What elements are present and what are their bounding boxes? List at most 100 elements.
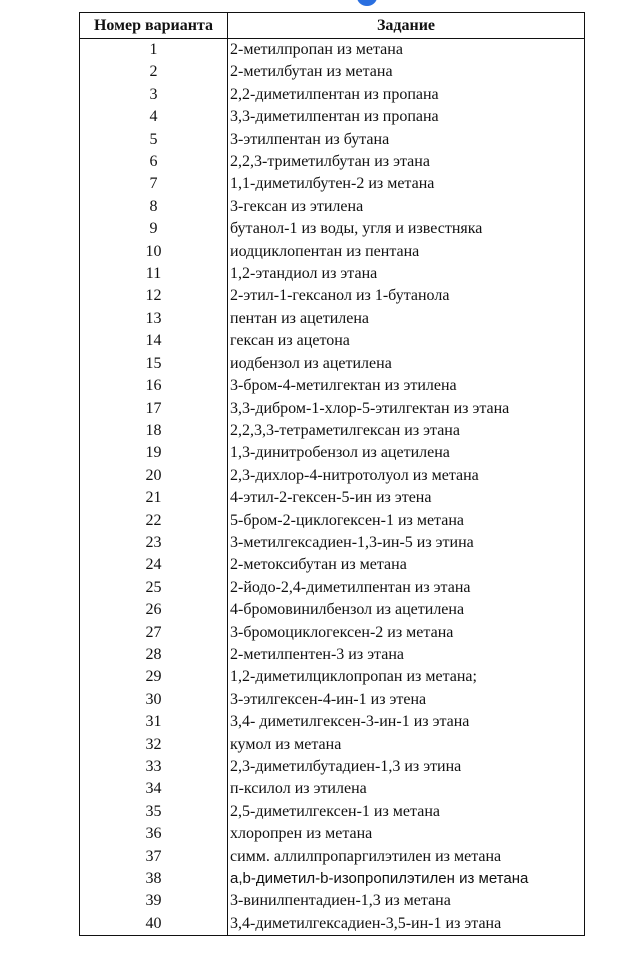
task-text: 2-йодо-2,4-диметилпентан из этана <box>227 576 585 600</box>
table-row: 35 2,5-диметилгексен-1 из метана <box>79 800 585 824</box>
variant-number: 35 <box>79 800 228 824</box>
table-row: 13 пентан из ацетилена <box>79 307 585 331</box>
variant-number: 27 <box>79 621 228 644</box>
task-text: 1,1-диметилбутен-2 из метана <box>227 173 585 196</box>
variant-number: 20 <box>79 464 228 488</box>
table-row: 30 3-этилгексен-4-ин-1 из этена <box>79 688 585 712</box>
task-text: гексан из ацетона <box>227 330 585 353</box>
table-row: 31 3,4- диметилгексен-3-ин-1 из этана <box>79 711 585 734</box>
table-row: 6 2,2,3-триметилбутан из этана <box>79 151 585 174</box>
variant-number: 28 <box>79 643 228 667</box>
variant-number: 40 <box>79 912 228 936</box>
task-text: 3,4- диметилгексен-3-ин-1 из этана <box>227 711 585 734</box>
table-row: 4 3,3-диметилпентан из пропана <box>79 106 585 129</box>
variant-number: 4 <box>79 106 228 129</box>
variant-number: 18 <box>79 419 228 443</box>
table-row: 9 бутанол-1 из воды, угля и известняка <box>79 218 585 241</box>
variant-number: 33 <box>79 756 228 779</box>
task-text: 2,2-диметилпентан из пропана <box>227 83 585 107</box>
table-row: 2 2-метилбутан из метана <box>79 61 585 84</box>
task-text: 2-этил-1-гексанол из 1-бутанола <box>227 285 585 308</box>
table-row: 25 2-йодо-2,4-диметилпентан из этана <box>79 576 585 600</box>
table-row: 14 гексан из ацетона <box>79 330 585 353</box>
task-text: 2,2,3,3-тетраметилгексан из этана <box>227 419 585 443</box>
task-text: 2,3-дихлор-4-нитротолуол из метана <box>227 464 585 488</box>
task-text: 3-бром-4-метилгектан из этилена <box>227 375 585 398</box>
table-row: 3 2,2-диметилпентан из пропана <box>79 83 585 107</box>
task-text: 3,3-диметилпентан из пропана <box>227 106 585 129</box>
table-row: 28 2-метилпентен-3 из этана <box>79 643 585 667</box>
table-row: 20 2,3-дихлор-4-нитротолуол из метана <box>79 464 585 488</box>
header-row: Номер варианта Задание <box>79 12 585 39</box>
variant-number: 37 <box>79 845 228 869</box>
variant-number: 2 <box>79 61 228 84</box>
task-text: симм. аллилпропаргилэтилен из метана <box>227 845 585 869</box>
task-text: 2,3-диметилбутадиен-1,3 из этина <box>227 756 585 779</box>
task-text: иодбензол из ацетилена <box>227 352 585 376</box>
variant-number: 6 <box>79 151 228 174</box>
table-row: 27 3-бромоциклогексен-2 из метана <box>79 621 585 644</box>
variant-number: 31 <box>79 711 228 734</box>
variant-number: 22 <box>79 509 228 532</box>
table-row: 33 2,3-диметилбутадиен-1,3 из этина <box>79 756 585 779</box>
task-text: 2-метилпропан из метана <box>227 38 585 62</box>
table-row: 8 3-гексан из этилена <box>79 195 585 219</box>
task-text: иодциклопентан из пентана <box>227 240 585 264</box>
header-task: Задание <box>227 12 585 39</box>
table-row: 1 2-метилпропан из метана <box>79 38 585 62</box>
task-text: a,b-диметил-b-изопропилэтилен из метана <box>227 868 585 891</box>
variant-number: 5 <box>79 128 228 152</box>
task-text: 2-метилпентен-3 из этана <box>227 643 585 667</box>
variant-number: 23 <box>79 531 228 555</box>
table-row: 38 a,b-диметил-b-изопропилэтилен из метан… <box>79 868 585 891</box>
variant-number: 24 <box>79 554 228 577</box>
variant-number: 21 <box>79 487 228 510</box>
table-row: 37 симм. аллилпропаргилэтилен из метана <box>79 845 585 869</box>
table-row: 22 5-бром-2-циклогексен-1 из метана <box>79 509 585 532</box>
task-text: 3,3-дибром-1-хлор-5-этилгектан из этана <box>227 397 585 420</box>
variant-number: 17 <box>79 397 228 420</box>
table-row: 11 1,2-этандиол из этана <box>79 263 585 286</box>
task-text: 3-винилпентадиен-1,3 из метана <box>227 890 585 913</box>
variant-number: 15 <box>79 352 228 376</box>
table-row: 34 п-ксилол из этилена <box>79 778 585 801</box>
table-row: 36 хлоропрен из метана <box>79 823 585 846</box>
table-row: 12 2-этил-1-гексанол из 1-бутанола <box>79 285 585 308</box>
table-row: 10 иодциклопентан из пентана <box>79 240 585 264</box>
variant-number: 32 <box>79 733 228 756</box>
table-row: 19 1,3-динитробензол из ацетилена <box>79 442 585 465</box>
variant-number: 39 <box>79 890 228 913</box>
variant-number: 7 <box>79 173 228 196</box>
task-text: 2-метилбутан из метана <box>227 61 585 84</box>
variant-number: 12 <box>79 285 228 308</box>
variant-number: 26 <box>79 599 228 622</box>
variant-number: 11 <box>79 263 228 286</box>
table-row: 18 2,2,3,3-тетраметилгексан из этана <box>79 419 585 443</box>
task-text: 5-бром-2-циклогексен-1 из метана <box>227 509 585 532</box>
table-row: 15 иодбензол из ацетилена <box>79 352 585 376</box>
table-row: 40 3,4-диметилгексадиен-3,5-ин-1 из этана <box>79 912 585 936</box>
table-row: 29 1,2-диметилциклопропан из метана; <box>79 666 585 689</box>
task-text: 3-метилгексадиен-1,3-ин-5 из этина <box>227 531 585 555</box>
task-text: 1,2-этандиол из этана <box>227 263 585 286</box>
table-row: 7 1,1-диметилбутен-2 из метана <box>79 173 585 196</box>
task-text: 4-бромовинилбензол из ацетилена <box>227 599 585 622</box>
table-row: 21 4-этил-2-гексен-5-ин из этена <box>79 487 585 510</box>
table-row: 26 4-бромовинилбензол из ацетилена <box>79 599 585 622</box>
variant-number: 14 <box>79 330 228 353</box>
task-text: пентан из ацетилена <box>227 307 585 331</box>
task-text: п-ксилол из этилена <box>227 778 585 801</box>
variant-number: 30 <box>79 688 228 712</box>
table-row: 17 3,3-дибром-1-хлор-5-этилгектан из этан… <box>79 397 585 420</box>
task-text: 1,2-диметилциклопропан из метана; <box>227 666 585 689</box>
variant-number: 10 <box>79 240 228 264</box>
task-text: 4-этил-2-гексен-5-ин из этена <box>227 487 585 510</box>
variants-table: Номер варианта Задание 1 2-метилпропан из… <box>79 12 585 937</box>
variant-number: 8 <box>79 195 228 219</box>
variant-number: 9 <box>79 218 228 241</box>
task-text: 3,4-диметилгексадиен-3,5-ин-1 из этана <box>227 912 585 936</box>
table-row: 24 2-метоксибутан из метана <box>79 554 585 577</box>
variant-number: 36 <box>79 823 228 846</box>
variant-number: 16 <box>79 375 228 398</box>
table-row: 5 3-этилпентан из бутана <box>79 128 585 152</box>
